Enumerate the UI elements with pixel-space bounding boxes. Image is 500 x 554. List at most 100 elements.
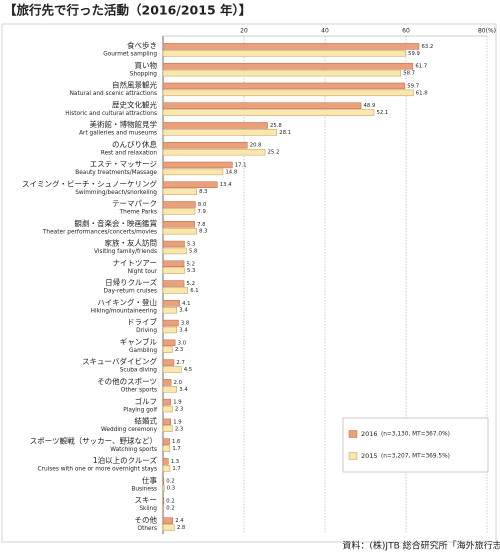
category-label-en: Other sports: [121, 388, 157, 394]
category-label: その他: [135, 514, 158, 524]
bar: [162, 208, 196, 215]
value-label: 1.7: [172, 446, 180, 452]
value-label: 2.3: [175, 407, 183, 413]
bar: [162, 142, 248, 149]
category-label-en: Watching sports: [110, 447, 157, 453]
legend-note: (n=3,130, MT=367.0%): [381, 432, 450, 438]
category-label: エステ・マッサージ: [90, 160, 158, 169]
bar: [162, 524, 175, 531]
value-label: 63.2: [421, 44, 433, 50]
value-label: 3.4: [179, 387, 188, 393]
value-label: 61.8: [416, 90, 428, 96]
value-label: 20.8: [250, 143, 262, 149]
bar: [162, 168, 224, 176]
bar: [162, 267, 185, 274]
bar: [162, 517, 173, 524]
value-label: 5.2: [187, 261, 195, 267]
bar: [162, 477, 165, 485]
value-label: 2.4: [175, 518, 184, 524]
value-label: 25.2: [268, 150, 280, 156]
value-label: 3.0: [178, 340, 187, 346]
category-label: 買い物: [135, 60, 158, 70]
bar: [162, 359, 175, 366]
bar: [162, 82, 406, 90]
legend-box: [342, 417, 489, 473]
bar: [162, 148, 266, 156]
category-label-en: Swimming/beach/snorkeling: [75, 190, 157, 196]
category-label: 自然風景観光: [112, 80, 157, 90]
category-label: その他のスポーツ: [97, 376, 157, 386]
value-label: 61.7: [415, 64, 427, 70]
bar: [162, 319, 179, 327]
value-label: 59.7: [407, 83, 419, 89]
legend-swatch: [348, 430, 358, 438]
bar: [162, 247, 187, 255]
value-label: 8.3: [199, 189, 207, 195]
x-tick-label: 20: [240, 28, 248, 35]
value-label: 3.4: [179, 308, 188, 314]
bar: [162, 497, 165, 505]
category-label: 日帰りクルーズ: [105, 277, 157, 287]
bar: [162, 280, 185, 287]
bar: [162, 240, 185, 248]
x-tick-label: 40: [321, 28, 329, 35]
category-label: 家族・友人訪問: [105, 238, 158, 248]
value-label: 0.2: [166, 498, 174, 504]
value-label: 3.8: [181, 321, 190, 327]
bar: [162, 346, 173, 353]
value-label: 3.4: [179, 327, 188, 333]
bar: [162, 227, 197, 235]
source: 資料：(株)JTB 総合研究所「海外旅行志向調査」: [342, 540, 500, 552]
bar: [162, 504, 165, 512]
bar: [162, 300, 180, 307]
category-label-en: Day-return cruises: [104, 289, 157, 295]
bar: [162, 425, 173, 432]
value-label: 5.8: [189, 248, 198, 254]
bar: [162, 307, 178, 314]
value-label: 2.7: [176, 360, 184, 366]
value-label: 1.9: [173, 400, 181, 406]
category-label: 仕事: [142, 475, 157, 485]
category-label-en: Art galleries and museums: [79, 131, 157, 137]
value-label: 13.4: [220, 182, 232, 188]
x-tick-label: 60: [402, 28, 410, 35]
bar: [162, 102, 362, 109]
category-label: のんびり休息: [112, 139, 157, 149]
bar: [162, 379, 172, 386]
bar: [162, 366, 182, 373]
value-label: 59.9: [408, 51, 420, 57]
category-label: ギャンブル: [120, 336, 158, 346]
bar: [162, 89, 414, 97]
category-label: スキー: [135, 496, 158, 505]
value-label: 1.3: [171, 459, 179, 465]
value-label: 6.1: [190, 288, 198, 294]
category-label: スキューバダイビング: [82, 356, 157, 366]
category-label: 食べ歩き: [127, 40, 157, 50]
category-label-en: Natural and scenic attractions: [70, 91, 157, 97]
bar: [162, 405, 173, 413]
value-label: 14.8: [225, 169, 237, 175]
category-label-en: Scuba diving: [120, 368, 158, 374]
category-label-en: Beauty treatments/Massage: [75, 170, 157, 176]
value-label: 8.0: [198, 202, 207, 208]
value-label: 52.1: [377, 110, 389, 116]
category-label-en: Shopping: [130, 71, 158, 77]
value-label: 58.7: [403, 71, 415, 77]
value-label: 17.1: [235, 162, 247, 168]
value-label: 4.5: [184, 367, 192, 373]
bar: [162, 438, 170, 445]
value-label: 28.1: [279, 130, 291, 136]
value-label: 0.3: [167, 486, 175, 492]
legend-swatch: [348, 452, 358, 460]
bar: [162, 326, 178, 334]
category-label: スポーツ観戦（サッカー、野球など）: [30, 435, 157, 445]
bar: [162, 484, 165, 492]
value-label: 1.9: [173, 419, 181, 425]
value-label: 0.2: [166, 505, 174, 511]
x-tick-label: 80(%): [478, 28, 496, 35]
category-label: ドライブ: [127, 317, 157, 327]
bar: [162, 465, 171, 472]
category-label-en: Skiing: [139, 506, 157, 512]
category-label-en: Gourmet sampling: [103, 52, 157, 58]
